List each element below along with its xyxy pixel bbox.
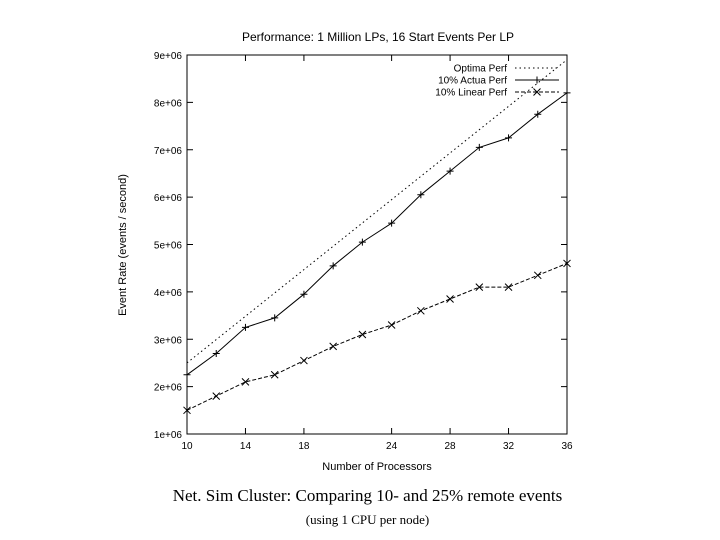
series-line: [186, 59, 568, 364]
y-tick-label: 4e+06: [154, 288, 183, 299]
data-point-plus: [329, 262, 337, 270]
x-tick-label: 18: [298, 441, 310, 452]
y-tick-label: 6e+06: [154, 193, 183, 204]
legend-label: 10% Linear Perf: [435, 88, 507, 99]
series-line: [186, 262, 568, 411]
data-point-plus: [388, 219, 396, 227]
legend-label: Optima Perf: [454, 64, 508, 75]
series-line: [186, 92, 568, 376]
figure-caption: Net. Sim Cluster: Comparing 10- and 25% …: [172, 486, 563, 505]
data-point-x: [475, 283, 484, 291]
data-point-x: [533, 88, 541, 96]
data-point-plus: [563, 89, 571, 97]
data-point-plus: [271, 314, 279, 322]
x-axis-label: Number of Processors: [322, 461, 432, 473]
chart-title: Performance: 1 Million LPs, 16 Start Eve…: [242, 30, 514, 44]
performance-chart: Performance: 1 Million LPs, 16 Start Eve…: [117, 30, 573, 473]
data-point-x: [563, 259, 571, 268]
x-tick-label: 28: [445, 441, 457, 452]
data-point-plus: [505, 134, 513, 142]
y-tick-label: 9e+06: [154, 51, 183, 62]
y-tick-label: 5e+06: [154, 241, 183, 252]
data-point-plus: [446, 167, 454, 175]
data-point-plus: [183, 371, 191, 379]
y-axis-label: Event Rate (events / second): [117, 174, 129, 316]
axis-ticks: 10 14 18 24 28 32 36 1e+06 2e+06 3e+06 4e+06 5e+06 6…: [154, 51, 573, 452]
y-tick-label: 7e+06: [154, 146, 183, 157]
data-point-x: [446, 295, 454, 303]
x-tick-label: 32: [503, 441, 515, 452]
data-point-plus: [417, 191, 425, 199]
y-tick-label: 8e+06: [154, 98, 183, 109]
series-group: [183, 259, 571, 415]
data-point-x: [504, 283, 513, 291]
data-point-x: [212, 392, 221, 400]
data-point-x: [300, 356, 308, 365]
data-point-x: [387, 321, 396, 329]
data-point-plus: [358, 238, 366, 246]
legend-label: 10% Actua Perf: [438, 76, 507, 87]
series-group: [186, 59, 568, 364]
data-point-plus: [475, 143, 483, 151]
x-tick-label: 10: [181, 441, 193, 452]
series-group: [183, 89, 571, 379]
data-point-plus: [534, 110, 542, 118]
data-point-x: [270, 370, 279, 379]
x-tick-label: 24: [386, 441, 398, 452]
y-tick-label: 3e+06: [154, 335, 183, 346]
y-tick-label: 2e+06: [154, 383, 183, 394]
data-point-plus: [241, 323, 249, 331]
data-point-x: [416, 306, 425, 315]
data-point-x: [183, 406, 191, 415]
data-point-x: [358, 330, 367, 339]
plot-frame: [186, 54, 568, 435]
data-point-plus: [533, 76, 541, 84]
data-point-plus: [212, 349, 220, 357]
data-point-plus: [300, 290, 308, 298]
x-tick-label: 14: [240, 441, 252, 452]
series-layer: [183, 59, 571, 415]
figure-caption-note: (using 1 CPU per node): [305, 512, 430, 527]
data-point-x: [241, 378, 250, 386]
x-tick-label: 36: [561, 441, 573, 452]
data-point-x: [329, 342, 338, 351]
data-point-x: [533, 271, 542, 280]
y-tick-label: 1e+06: [154, 430, 183, 441]
